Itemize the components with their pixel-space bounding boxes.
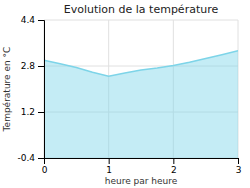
tick-label: 3	[236, 165, 242, 175]
tick-label: 1	[106, 165, 112, 175]
tick-mark	[173, 158, 174, 164]
tick-label: 4.4	[21, 15, 36, 25]
tick-mark	[238, 158, 239, 164]
tick-label: 1.2	[21, 107, 35, 117]
tick-label: 2	[171, 165, 177, 175]
tick: 3	[236, 158, 242, 175]
x-axis: 0 1 2 3	[42, 158, 242, 175]
tick: 2.8	[21, 61, 44, 71]
plot: 0 1 2 3 -0.4 1.2 2.8 4.4	[17, 15, 241, 175]
grid	[44, 20, 238, 158]
tick-mark	[38, 66, 44, 67]
tick-label: -0.4	[17, 153, 35, 163]
tick: -0.4	[17, 153, 44, 163]
tick-label: 2.8	[21, 61, 36, 71]
axis-line	[38, 21, 45, 159]
tick: 1	[106, 158, 112, 175]
tick-mark	[109, 158, 110, 164]
tick: 1.2	[21, 107, 44, 117]
tick-label: 0	[42, 165, 48, 175]
tick: 4.4	[21, 15, 44, 25]
axis-line	[45, 159, 239, 165]
title: Evolution de la température	[64, 3, 219, 16]
tick-mark	[38, 20, 44, 21]
y-axis-title: Température en °C	[2, 47, 12, 133]
marks	[44, 51, 238, 158]
tick: 2	[171, 158, 177, 175]
tick: 0	[42, 158, 48, 175]
grid-line-y	[44, 20, 238, 21]
x-axis-title: heure par heure	[105, 176, 178, 186]
line	[44, 51, 238, 77]
tick-mark	[38, 112, 44, 113]
tick-mark	[38, 158, 44, 159]
chart: 0 1 2 3 -0.4 1.2 2.8 4.4 Evolution de la tempéra…	[0, 0, 250, 188]
area	[44, 51, 238, 158]
y-axis: -0.4 1.2 2.8 4.4	[17, 15, 44, 163]
